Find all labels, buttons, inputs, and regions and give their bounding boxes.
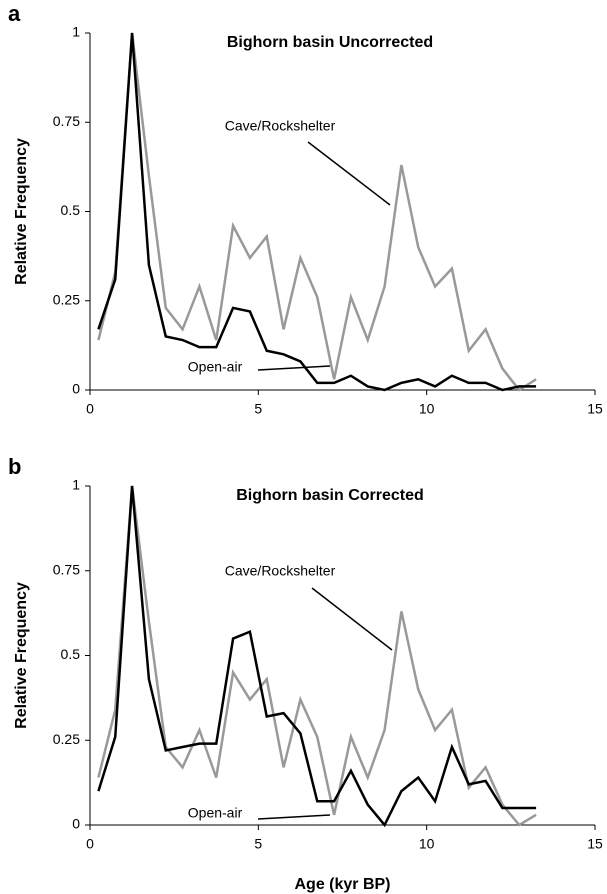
series-annotation: Cave/Rockshelter (225, 118, 336, 134)
y-axis-label: Relative Frequency (13, 582, 30, 729)
y-tick-label: 1 (72, 24, 80, 40)
panel-label: b (8, 454, 21, 479)
panel-label: a (8, 1, 21, 26)
series-annotation: Cave/Rockshelter (225, 563, 336, 579)
x-tick-label: 10 (419, 401, 435, 417)
chart-title: Bighorn basin Uncorrected (227, 34, 433, 51)
x-axis-label: Age (kyr BP) (294, 876, 390, 893)
series-annotation: Open-air (188, 805, 243, 821)
y-tick-label: 0 (72, 816, 80, 832)
y-tick-label: 0 (72, 381, 80, 397)
annotation-leader (307, 141, 391, 206)
x-tick-label: 15 (587, 401, 603, 417)
x-tick-label: 0 (86, 401, 94, 417)
y-tick-label: 0.5 (61, 646, 81, 662)
annotation-leader (257, 814, 331, 820)
x-tick-label: 15 (587, 836, 603, 852)
series-line (97, 485, 537, 827)
x-tick-label: 5 (254, 836, 262, 852)
y-axis-label: Relative Frequency (13, 138, 30, 285)
x-tick-label: 5 (254, 401, 262, 417)
series-annotation: Open-air (188, 359, 243, 375)
chart-title: Bighorn basin Corrected (236, 487, 424, 504)
series-line (97, 485, 537, 828)
y-tick-label: 0.75 (53, 561, 80, 577)
series-line (97, 32, 537, 392)
y-tick-label: 0.5 (61, 202, 81, 218)
annotation-leader (257, 365, 331, 371)
y-tick-label: 0.75 (53, 113, 80, 129)
y-tick-label: 1 (72, 477, 80, 493)
x-tick-label: 0 (86, 836, 94, 852)
series-line (97, 32, 537, 392)
annotation-leader (311, 587, 393, 651)
y-tick-label: 0.25 (53, 291, 80, 307)
y-tick-label: 0.25 (53, 731, 80, 747)
x-tick-label: 10 (419, 836, 435, 852)
